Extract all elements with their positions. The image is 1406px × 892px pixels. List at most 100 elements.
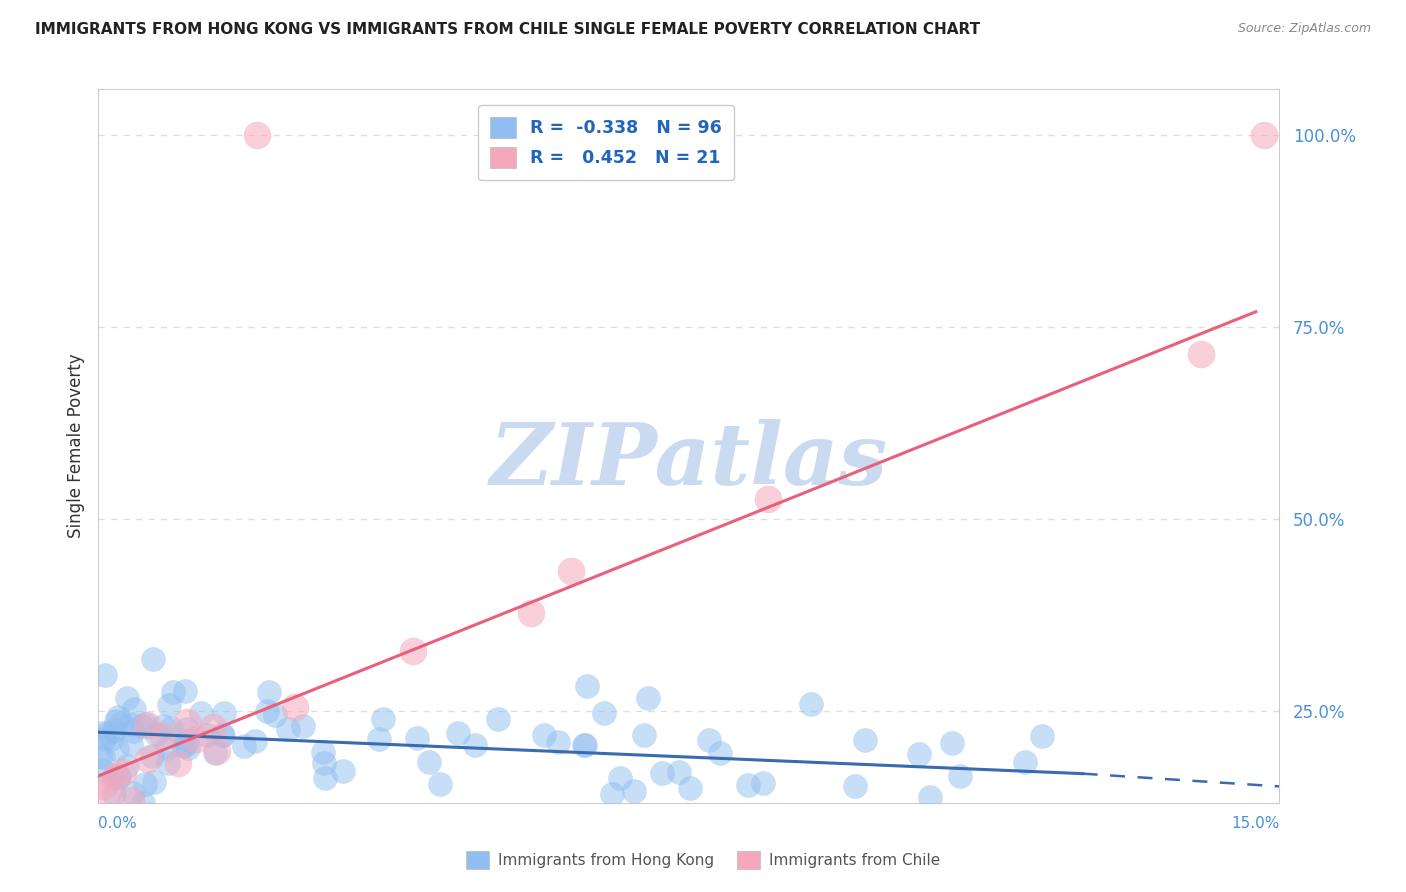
Point [97,726,120,740]
Point [633,728,655,742]
Point [101,771,124,785]
Point [212,706,235,721]
Point [156,741,179,756]
Point [1031,730,1053,744]
Point [173,738,195,752]
Point [752,776,775,790]
Point [121,723,143,738]
Point [166,756,188,770]
Point [679,780,702,795]
Point [402,644,425,658]
Point [172,739,194,754]
Point [907,747,929,761]
Point [600,788,623,802]
Point [176,714,198,729]
Point [332,764,354,778]
Point [89,750,111,764]
Point [108,770,131,784]
Point [103,787,125,801]
Y-axis label: Single Female Poverty: Single Female Poverty [66,354,84,538]
Point [800,697,823,711]
Point [107,710,129,724]
Point [533,728,555,742]
Point [201,720,224,734]
Point [314,756,336,770]
Point [1253,128,1275,143]
Point [205,744,228,758]
Point [107,769,129,783]
Point [232,739,254,753]
Point [592,706,614,721]
Point [756,491,779,506]
Point [162,685,184,699]
Point [174,683,197,698]
Text: IMMIGRANTS FROM HONG KONG VS IMMIGRANTS FROM CHILE SINGLE FEMALE POVERTY CORRELA: IMMIGRANTS FROM HONG KONG VS IMMIGRANTS … [35,22,980,37]
Point [371,712,394,726]
Point [447,726,470,740]
Point [574,738,596,752]
Point [132,796,155,810]
Point [920,790,942,805]
Legend: Immigrants from Hong Kong, Immigrants from Chile: Immigrants from Hong Kong, Immigrants fr… [460,845,946,875]
Legend: R =  -0.338   N = 96, R =   0.452   N = 21: R = -0.338 N = 96, R = 0.452 N = 21 [478,105,734,180]
Point [105,742,128,756]
Point [406,731,429,745]
Point [1014,756,1036,770]
Point [1189,347,1212,361]
Point [134,776,156,790]
Point [152,719,174,733]
Point [136,752,159,766]
Text: 15.0%: 15.0% [1232,816,1279,831]
Point [136,718,159,732]
Point [115,759,138,773]
Point [177,741,200,756]
Point [184,731,207,746]
Point [90,726,112,740]
Point [152,729,174,743]
Point [246,128,269,143]
Point [941,736,963,750]
Point [110,716,132,731]
Point [103,723,125,737]
Point [737,778,759,792]
Point [104,769,127,783]
Point [160,721,183,735]
Point [121,786,143,800]
Point [429,777,451,791]
Point [560,564,582,578]
Point [368,731,391,746]
Point [93,732,115,747]
Point [120,737,142,751]
Point [97,785,120,799]
Point [100,731,122,746]
Point [204,746,226,760]
Point [143,775,166,789]
Point [256,704,278,718]
Point [609,771,631,785]
Point [145,727,167,741]
Point [314,771,336,785]
Point [668,765,690,780]
Point [142,652,165,666]
Point [134,716,156,731]
Point [120,717,142,731]
Point [105,714,128,728]
Point [120,793,142,807]
Point [547,735,569,749]
Point [623,784,645,798]
Point [637,691,659,706]
Point [156,756,179,770]
Point [211,728,233,742]
Point [94,667,117,681]
Point [486,713,509,727]
Point [122,702,145,716]
Point [853,733,876,747]
Point [157,698,180,713]
Point [697,732,720,747]
Point [464,738,486,752]
Point [651,766,673,780]
Point [195,728,218,742]
Point [277,723,299,737]
Point [93,779,115,793]
Point [211,728,233,742]
